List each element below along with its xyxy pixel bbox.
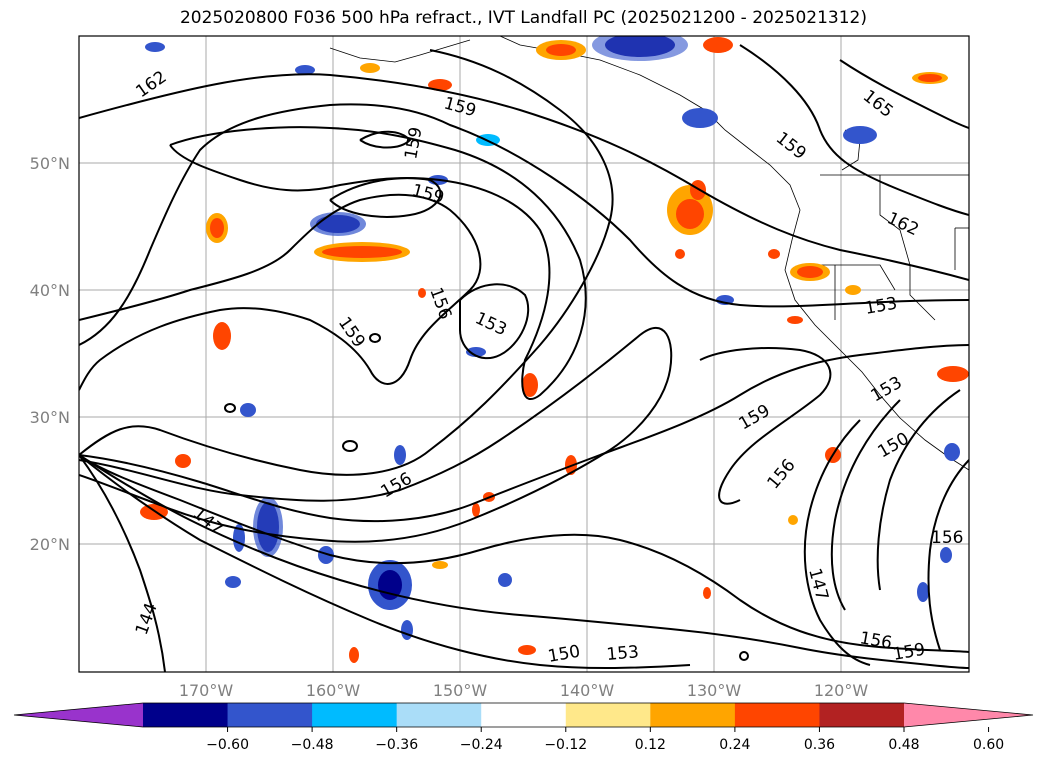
colorbar-tick-label: −0.12 bbox=[544, 737, 587, 753]
longitude-labels: 170°W 160°W 150°W 140°W 130°W 120°W bbox=[179, 681, 869, 700]
colorbar-tick-label: −0.36 bbox=[375, 737, 418, 753]
colorbar-tick-label: −0.48 bbox=[291, 737, 334, 753]
small-contours bbox=[224, 333, 749, 661]
map-frame bbox=[78, 35, 970, 673]
lat-label: 20°N bbox=[30, 535, 70, 554]
lat-label: 40°N bbox=[30, 281, 70, 300]
colorbar-segment bbox=[565, 703, 651, 727]
colorbar: −0.60 −0.48 −0.36 −0.24 −0.12 0.12 0.24 0.36 0.4… bbox=[13, 702, 1034, 753]
contour-label: 153 bbox=[606, 642, 640, 665]
colorbar-segment bbox=[312, 703, 398, 727]
lon-label: 130°W bbox=[687, 681, 742, 700]
colorbar-tick-label: 0.24 bbox=[719, 737, 750, 753]
lon-label: 120°W bbox=[814, 681, 869, 700]
colorbar-extension-high bbox=[904, 703, 1033, 727]
colorbar-tick-label: 0.36 bbox=[804, 737, 835, 753]
colorbar-segment bbox=[227, 703, 313, 727]
colorbar-segment bbox=[481, 703, 567, 727]
colorbar-tick-label: −0.24 bbox=[460, 737, 503, 753]
colorbar-segment bbox=[650, 703, 736, 727]
colorbar-tick-label: 0.60 bbox=[973, 737, 1004, 753]
colorbar-segment bbox=[734, 703, 820, 727]
map-content bbox=[79, 36, 969, 672]
colorbar-extension-low bbox=[14, 703, 143, 727]
latitude-labels: 50°N 40°N 30°N 20°N bbox=[30, 154, 70, 554]
coastlines bbox=[329, 36, 969, 471]
colorbar-tick-label: 0.12 bbox=[635, 737, 666, 753]
colorbar-segment bbox=[143, 703, 229, 727]
shaded-regions bbox=[140, 36, 969, 663]
lat-label: 50°N bbox=[30, 154, 70, 173]
height-contours bbox=[79, 44, 969, 672]
contour-label: 156 bbox=[931, 528, 963, 548]
colorbar-segment bbox=[819, 703, 905, 727]
colorbar-segment bbox=[396, 703, 482, 727]
map-title: 2025020800 F036 500 hPa refract., IVT La… bbox=[179, 8, 867, 28]
lon-label: 150°W bbox=[433, 681, 488, 700]
lon-label: 170°W bbox=[179, 681, 234, 700]
lat-label: 30°N bbox=[30, 408, 70, 427]
colorbar-tick-label: 0.48 bbox=[888, 737, 919, 753]
colorbar-tick-label: −0.60 bbox=[206, 737, 249, 753]
lon-label: 140°W bbox=[560, 681, 615, 700]
colorbar-outline bbox=[13, 702, 1034, 728]
map-background bbox=[79, 36, 969, 672]
lon-label: 160°W bbox=[306, 681, 361, 700]
